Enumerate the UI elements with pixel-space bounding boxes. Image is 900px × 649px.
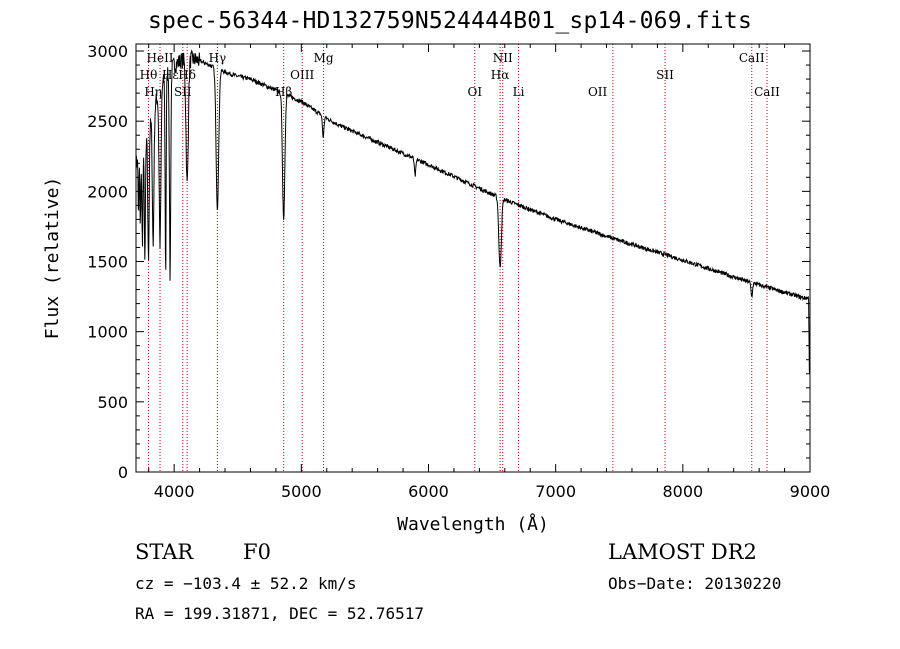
line-label: SII <box>656 68 674 82</box>
line-label: OII <box>588 85 608 99</box>
line-label: Mg <box>314 51 334 65</box>
object-type: STAR <box>135 540 194 564</box>
x-tick-label: 9000 <box>790 482 831 501</box>
y-axis-ticks: 0 500 1000 1500 2000 2500 3000 <box>87 42 810 482</box>
line-label: CaII <box>739 51 765 65</box>
chart-title: spec-56344-HD132759N524444B01_sp14-069.f… <box>147 8 753 34</box>
x-tick-label: 8000 <box>662 482 703 501</box>
x-tick-label: 4000 <box>154 482 195 501</box>
y-tick-label: 0 <box>118 463 128 482</box>
y-tick-label: 1000 <box>87 323 128 342</box>
y-tick-label: 2500 <box>87 112 128 131</box>
spectrum-series-line <box>135 49 810 374</box>
y-tick-label: 3000 <box>87 42 128 61</box>
survey-label: LAMOST DR2 <box>608 540 757 564</box>
x-tick-label: 6000 <box>408 482 449 501</box>
x-tick-label: 7000 <box>535 482 576 501</box>
line-marker-group <box>147 44 768 472</box>
plot-frame <box>135 43 811 473</box>
line-label: OI <box>467 85 482 99</box>
x-axis-label: Wavelength (Å) <box>397 513 549 535</box>
x-axis-ticks: 4000 5000 6000 7000 8000 9000 <box>148 44 831 501</box>
redshift-text: cz = −103.4 ± 52.2 km/s <box>135 574 357 593</box>
line-label: NII <box>493 51 513 65</box>
line-label: Hη <box>144 85 162 99</box>
x-tick-label: 5000 <box>281 482 322 501</box>
line-label: Hδ <box>178 68 196 82</box>
line-label: Hγ <box>209 51 227 65</box>
line-label: Hα <box>491 68 510 82</box>
y-tick-label: 2000 <box>87 182 128 201</box>
y-axis-label: Flux (relative) <box>42 177 63 340</box>
coordinates-text: RA = 199.31871, DEC = 52.76517 <box>135 604 424 623</box>
line-label: CaII <box>754 85 780 99</box>
subclass: F0 <box>243 540 271 564</box>
y-tick-label: 500 <box>97 393 128 412</box>
line-label: HeII <box>147 51 174 65</box>
obs-date-text: Obs−Date: 20130220 <box>608 574 782 593</box>
line-label: Li <box>513 85 525 99</box>
line-label: SII <box>174 85 192 99</box>
line-label: Hθ <box>140 68 158 82</box>
y-tick-label: 1500 <box>87 253 128 272</box>
line-label: OIII <box>290 68 314 82</box>
